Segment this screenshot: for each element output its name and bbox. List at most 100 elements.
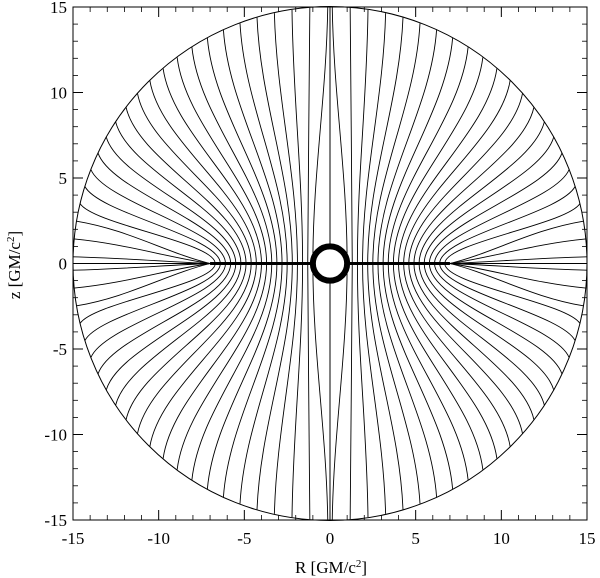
- field-line: [105, 137, 237, 264]
- field-line: [256, 263, 293, 510]
- field-line: [428, 263, 563, 375]
- x-tick-label: 10: [493, 529, 510, 548]
- field-line: [382, 263, 454, 489]
- field-line: [362, 263, 387, 514]
- field-line: [273, 13, 298, 264]
- y-tick-label: 5: [59, 169, 68, 188]
- field-line: [449, 263, 587, 271]
- y-tick-label: -10: [44, 426, 67, 445]
- field-line: [162, 263, 262, 459]
- field-line: [312, 7, 329, 264]
- field-line: [423, 263, 555, 390]
- field-line: [372, 23, 421, 264]
- field-line: [387, 263, 469, 480]
- field-line: [90, 169, 226, 264]
- field-line: [73, 263, 211, 271]
- field-line: [307, 263, 311, 520]
- field-line: [392, 263, 484, 470]
- field-line: [413, 263, 535, 420]
- field-line: [76, 220, 211, 264]
- field-line: [392, 57, 484, 264]
- field-line: [307, 7, 311, 264]
- y-axis-title: z [GM/c2]: [5, 231, 24, 299]
- field-line: [449, 263, 586, 289]
- y-tick-label: -5: [53, 340, 67, 359]
- field-line: [222, 30, 283, 264]
- field-line: [125, 107, 247, 264]
- y-tick-label: 0: [59, 255, 68, 274]
- field-line: [434, 169, 570, 264]
- field-line: [73, 256, 211, 264]
- field-line: [97, 152, 232, 264]
- x-tick-label: 5: [411, 529, 420, 548]
- field-line: [372, 263, 421, 504]
- field-line: [408, 263, 523, 434]
- field-line: [428, 152, 563, 264]
- field-line: [137, 263, 252, 434]
- field-line: [398, 68, 498, 264]
- field-line: [256, 17, 293, 264]
- field-line: [239, 23, 288, 264]
- field-line: [191, 263, 273, 480]
- field-line: [349, 7, 353, 264]
- field-lines: [73, 7, 587, 520]
- axes: [72, 6, 588, 521]
- field-line: [105, 263, 237, 390]
- field-line: [90, 263, 226, 358]
- x-tick-label: -5: [237, 529, 251, 548]
- field-line: [176, 263, 268, 470]
- x-tick-label: -15: [62, 529, 85, 548]
- x-tick-label: 0: [326, 529, 335, 548]
- field-line: [206, 263, 278, 489]
- field-line: [79, 203, 216, 264]
- field-line: [403, 263, 511, 447]
- field-line: [403, 80, 511, 264]
- field-line: [76, 263, 211, 307]
- field-line: [239, 263, 288, 504]
- field-line: [434, 263, 570, 358]
- x-tick-label: 15: [579, 529, 596, 548]
- field-line: [137, 93, 252, 264]
- x-axis-title: R [GM/c2]: [295, 558, 367, 577]
- field-line: [312, 263, 329, 520]
- y-tick-label: -15: [44, 511, 67, 530]
- field-line: [222, 263, 283, 497]
- field-line: [444, 203, 581, 264]
- field-line: [367, 263, 404, 510]
- field-line: [408, 93, 523, 264]
- field-line: [413, 107, 535, 264]
- field-line: [273, 263, 298, 514]
- field-line: [439, 186, 576, 264]
- field-line: [115, 121, 242, 264]
- y-tick-label: 10: [50, 84, 67, 103]
- field-line: [449, 220, 584, 264]
- field-line: [382, 38, 454, 264]
- field-line: [84, 263, 221, 341]
- field-line: [449, 256, 587, 264]
- field-line: [74, 263, 211, 289]
- field-line: [115, 263, 242, 406]
- field-line: [349, 263, 353, 520]
- field-line: [362, 13, 387, 264]
- field-line: [356, 263, 369, 518]
- field-line: [377, 263, 438, 497]
- tick-labels: -15 -10 -5 0 5 10 15 -15 -10 -5 0 5 10 15: [44, 0, 595, 548]
- field-line: [331, 263, 348, 520]
- field-line: [331, 7, 348, 264]
- field-line: [149, 80, 257, 264]
- y-tick-label: 15: [50, 0, 67, 17]
- field-line: [418, 121, 545, 264]
- field-line: [191, 47, 273, 264]
- field-line: [439, 263, 576, 341]
- field-line: [74, 238, 211, 264]
- field-line: [356, 9, 369, 264]
- field-line: [149, 263, 257, 447]
- field-line: [444, 263, 581, 324]
- field-line: [387, 47, 469, 264]
- field-line: [176, 57, 268, 264]
- black-hole-horizon: [309, 243, 351, 284]
- field-line: [398, 263, 498, 459]
- x-tick-label: -10: [147, 529, 170, 548]
- field-line: [291, 263, 304, 518]
